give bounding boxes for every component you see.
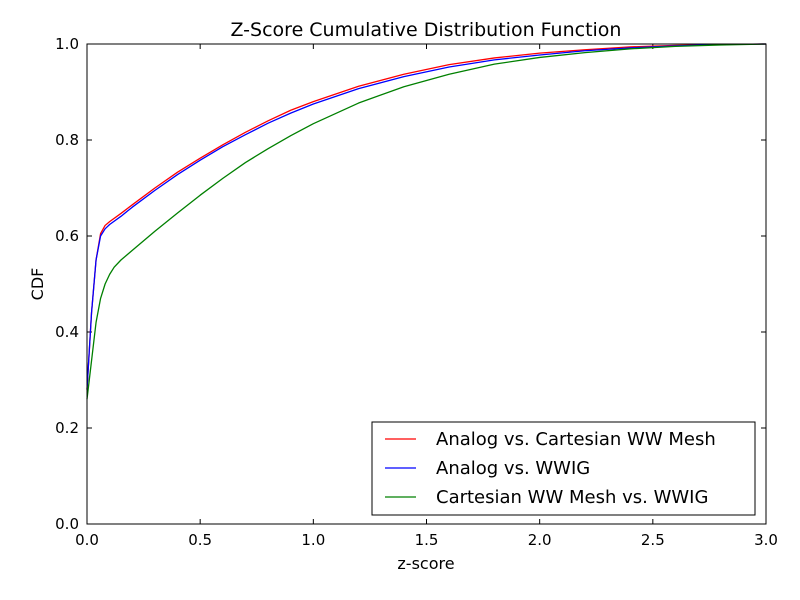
x-axis-label: z-score xyxy=(397,554,454,573)
legend-box xyxy=(371,421,756,516)
plot-area xyxy=(86,43,767,400)
y-tick-label: 0.8 xyxy=(55,131,79,149)
y-tick-label: 0.6 xyxy=(55,227,79,245)
chart-title: Z-Score Cumulative Distribution Function xyxy=(231,19,622,41)
legend-label: Analog vs. WWIG xyxy=(436,458,590,479)
series-line-analog-vs-cartesian-ww-mesh xyxy=(86,43,767,390)
x-tick-label: 1.0 xyxy=(301,531,325,549)
x-tick-label: 2.5 xyxy=(641,531,665,549)
plot-frame xyxy=(86,43,767,525)
x-tick-label: 3.0 xyxy=(754,531,778,549)
y-tick-label: 0.4 xyxy=(55,323,79,341)
series-line-cartesian-ww-mesh-vs-wwig xyxy=(86,43,767,400)
legend: Analog vs. Cartesian WW Mesh Analog vs. W… xyxy=(371,421,756,516)
y-axis-label: CDF xyxy=(28,268,47,301)
axis-tick-labels: 0.0 0.5 1.0 1.5 2.0 2.5 3.0 0.0 0.2 0.4 0.6 0.8 1.0 xyxy=(55,35,778,549)
x-tick-label: 1.5 xyxy=(415,531,439,549)
x-tick-label: 0.5 xyxy=(188,531,212,549)
series-line-analog-vs-wwig xyxy=(86,43,767,390)
legend-label: Cartesian WW Mesh vs. WWIG xyxy=(436,487,708,508)
legend-label: Analog vs. Cartesian WW Mesh xyxy=(436,429,716,450)
x-tick-label: 2.0 xyxy=(528,531,552,549)
y-tick-label: 0.0 xyxy=(55,515,79,533)
y-tick-label: 1.0 xyxy=(55,35,79,53)
x-tick-label: 0.0 xyxy=(75,531,99,549)
y-tick-label: 0.2 xyxy=(55,419,79,437)
